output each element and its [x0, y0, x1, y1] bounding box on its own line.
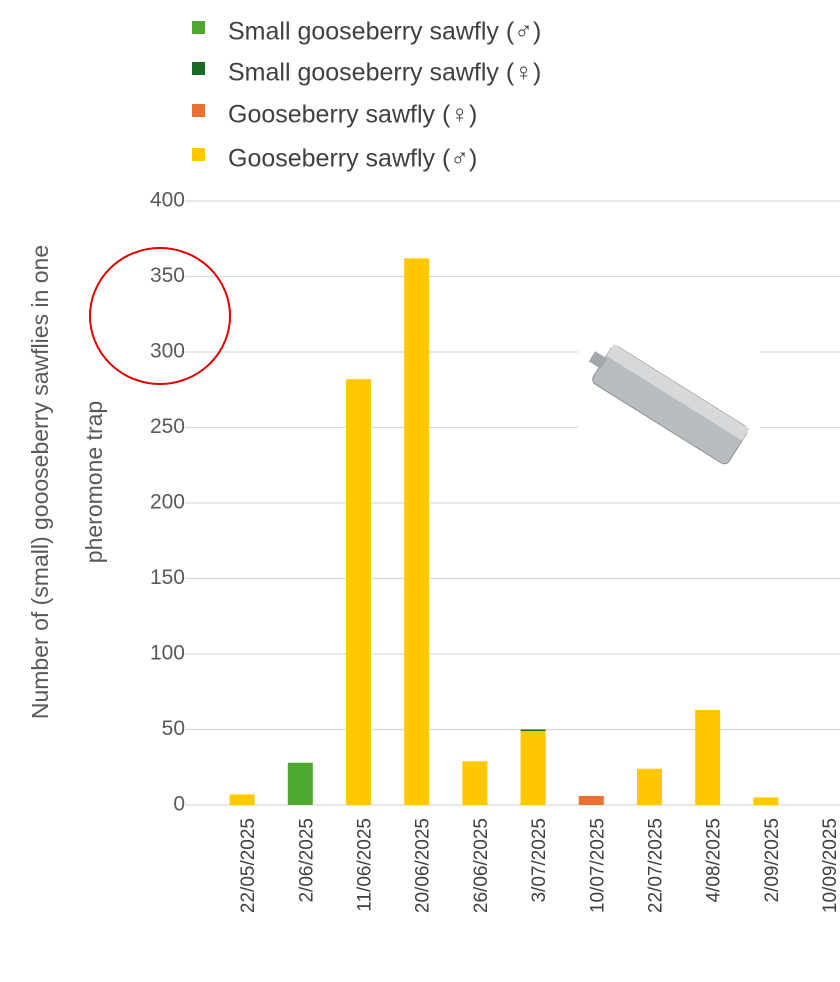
y-axis-label: Number of (small) goooseberry sawflies i…	[27, 245, 53, 719]
bar-segment	[287, 762, 313, 805]
x-tick-label: 2/09/2025	[762, 818, 783, 903]
x-tick-label: 4/08/2025	[704, 818, 725, 903]
x-tick-label: 10/07/2025	[587, 818, 608, 913]
legend-label: Small gooseberry sawfly (♀)	[228, 59, 541, 87]
bar-segment	[404, 258, 430, 805]
bar-segment	[229, 794, 255, 805]
highlight-circle	[89, 247, 231, 385]
bar-segment	[637, 768, 662, 805]
x-tick-label: 10/09/2025	[820, 818, 840, 913]
y-tick-label: 200	[150, 491, 185, 514]
x-tick-label: 11/06/2025	[355, 818, 376, 912]
bar-segment	[695, 709, 721, 805]
legend-swatch	[192, 21, 205, 34]
x-tick-label: 22/05/2025	[238, 818, 259, 913]
y-tick-label: 250	[150, 415, 185, 438]
bar-segment	[462, 761, 488, 805]
y-axis-label: pheromone trap	[81, 401, 107, 563]
bar-segment	[753, 797, 779, 805]
legend-label: Gooseberry sawfly (♂)	[228, 145, 477, 173]
x-tick-label: 26/06/2025	[471, 818, 492, 913]
bar-segment	[520, 731, 546, 805]
legend-swatch	[192, 104, 205, 117]
x-tick-label: 3/07/2025	[529, 818, 550, 903]
x-tick-label: 20/06/2025	[413, 818, 434, 913]
bar-segment	[578, 795, 604, 805]
legend-label: Small gooseberry sawfly (♂)	[228, 18, 541, 46]
bar-segment	[520, 729, 546, 732]
y-tick-label: 0	[173, 793, 185, 816]
y-tick-label: 150	[150, 566, 185, 589]
y-tick-label: 300	[150, 340, 185, 363]
trap-image	[588, 343, 750, 465]
bar-segment	[346, 379, 371, 805]
y-tick-label: 400	[150, 189, 185, 212]
y-tick-label: 50	[162, 717, 185, 740]
y-tick-label: 350	[150, 264, 185, 287]
y-tick-label: 100	[150, 642, 185, 665]
x-tick-label: 22/07/2025	[646, 818, 667, 913]
legend-swatch	[192, 62, 205, 75]
grid	[185, 200, 840, 806]
legend-label: Gooseberry sawfly (♀)	[228, 101, 477, 129]
x-tick-label: 2/06/2025	[296, 818, 317, 903]
legend-swatch	[192, 148, 205, 161]
